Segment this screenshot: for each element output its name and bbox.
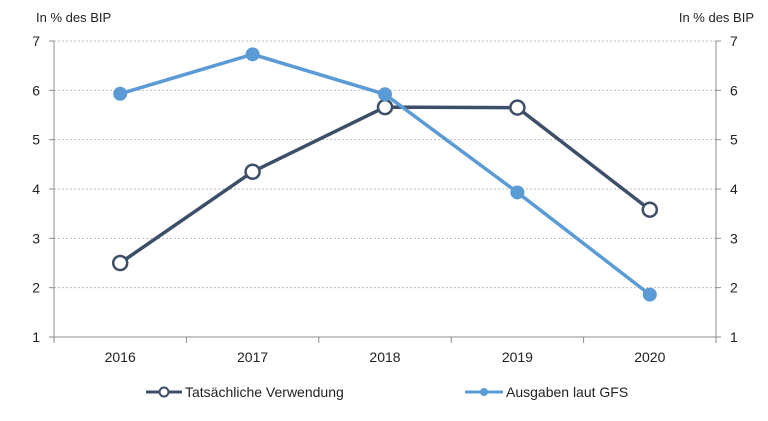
- x-tick-label-2018: 2018: [369, 349, 400, 365]
- legend-item-gfs: Ausgaben laut GFS: [465, 384, 628, 400]
- data-point-gfs-2018: [378, 87, 392, 102]
- right-y-tick-label-1: 1: [730, 329, 738, 345]
- data-point-gfs-2019: [510, 185, 525, 200]
- left-y-tick-label-5: 5: [32, 132, 40, 148]
- right-y-tick-label-3: 3: [730, 230, 738, 246]
- left-y-tick-label-7: 7: [32, 33, 40, 49]
- left-y-tick-label-4: 4: [32, 181, 40, 197]
- legend: Tatsächliche Verwendung Ausgaben laut GF…: [146, 384, 628, 400]
- legend-item-tatsaechliche: Tatsächliche Verwendung: [146, 384, 344, 400]
- x-tick-label-2016: 2016: [105, 349, 136, 365]
- left-y-tick-label-3: 3: [32, 230, 40, 246]
- legend-marker-tatsaechliche: [158, 386, 170, 398]
- right-y-tick-label-4: 4: [730, 181, 738, 197]
- legend-label-tatsaechliche: Tatsächliche Verwendung: [185, 384, 344, 400]
- x-tick-label-2019: 2019: [502, 349, 533, 365]
- data-point-tatsaechliche-2018: [376, 98, 394, 116]
- data-point-gfs-2016: [113, 86, 128, 101]
- series-line-tatsaechliche: [119, 105, 651, 265]
- data-point-tatsaechliche-2016: [111, 254, 129, 272]
- left-y-tick-labels: 1 2 3 4 5 6 7: [32, 33, 40, 345]
- x-tick-labels: 2016 2017 2018 2019 2020: [105, 349, 666, 365]
- left-y-tick-label-6: 6: [32, 82, 40, 98]
- x-tick-label-2020: 2020: [634, 349, 665, 365]
- right-y-tick-labels: 1 2 3 4 5 6 7: [730, 33, 738, 345]
- left-y-tick-label-1: 1: [32, 329, 40, 345]
- axes: [49, 40, 721, 343]
- x-tick-label-2017: 2017: [237, 349, 268, 365]
- right-y-tick-label-6: 6: [730, 82, 738, 98]
- legend-marker-gfs: [480, 388, 488, 396]
- right-y-tick-label-5: 5: [730, 132, 738, 148]
- gridlines: [54, 40, 716, 289]
- series-group: [111, 47, 659, 302]
- left-axis-unit-label: In % des BIP: [36, 10, 111, 25]
- right-y-tick-label-7: 7: [730, 33, 738, 49]
- legend-label-gfs: Ausgaben laut GFS: [506, 384, 628, 400]
- data-point-tatsaechliche-2019: [509, 99, 526, 116]
- right-y-tick-label-2: 2: [730, 280, 738, 296]
- data-point-tatsaechliche-2017: [244, 163, 261, 180]
- right-axis-unit-label: In % des BIP: [679, 10, 754, 25]
- data-point-tatsaechliche-2020: [641, 201, 659, 218]
- data-point-gfs-2017: [245, 47, 260, 62]
- data-point-gfs-2020: [642, 287, 657, 302]
- left-y-tick-label-2: 2: [32, 280, 40, 296]
